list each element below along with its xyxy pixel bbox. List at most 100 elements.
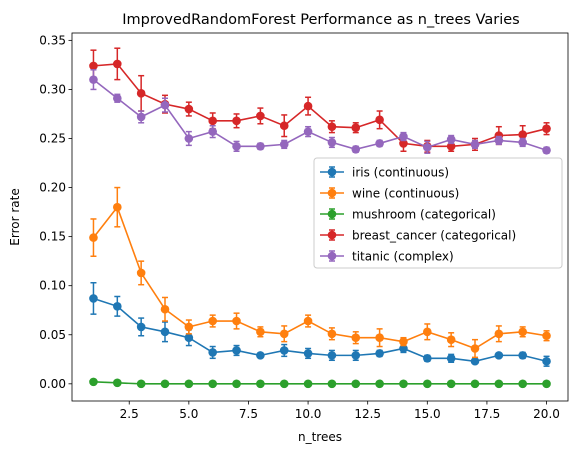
x-tick-label: 7.5 (239, 407, 258, 421)
data-point (351, 333, 361, 343)
data-point (327, 379, 337, 389)
data-point (160, 304, 170, 314)
data-point (136, 379, 146, 389)
legend: iris (continuous) wine (continuous) mushro… (313, 157, 563, 269)
data-point (542, 379, 551, 389)
data-point (327, 329, 337, 339)
legend-marker (327, 188, 337, 198)
data-point (232, 379, 241, 389)
data-point (375, 115, 384, 125)
data-point (136, 112, 146, 122)
data-point (470, 379, 480, 389)
x-tick-label: 15.0 (414, 407, 441, 421)
data-point (303, 349, 313, 358)
x-tick-label: 10.0 (295, 407, 322, 421)
data-point (113, 59, 122, 69)
legend-label: mushroom (categorical) (352, 208, 496, 222)
data-point (446, 142, 456, 151)
data-point (89, 377, 98, 387)
y-axis: 0.00 0.05 0.10 0.15 0.20 0.25 0.30 0.35 (39, 33, 72, 391)
data-point (399, 344, 408, 353)
data-point (89, 233, 98, 242)
legend-entry: iris (continuous) (320, 166, 449, 180)
data-point (89, 294, 98, 303)
x-axis-label: n_trees (298, 430, 342, 444)
data-point (279, 140, 289, 149)
data-point (256, 379, 265, 389)
data-point (136, 89, 146, 98)
data-point (279, 379, 289, 389)
data-point (303, 316, 313, 326)
data-point (470, 140, 480, 149)
data-point (327, 138, 337, 147)
data-point (184, 379, 194, 389)
data-point (232, 316, 241, 326)
data-point (160, 327, 170, 337)
y-tick-label: 0.30 (39, 82, 66, 96)
y-tick-label: 0.15 (39, 230, 66, 244)
data-point (446, 354, 456, 363)
data-point (279, 121, 289, 131)
data-point (446, 135, 456, 144)
legend-entry: mushroom (categorical) (320, 208, 496, 222)
data-point (446, 379, 456, 389)
x-tick-label: 12.5 (354, 407, 381, 421)
data-point (327, 122, 337, 132)
data-point (542, 145, 551, 155)
chart-title: ImprovedRandomForest Performance as n_tr… (122, 12, 519, 28)
data-point (303, 101, 313, 111)
series-1 (89, 186, 551, 359)
y-tick-label: 0.25 (39, 131, 66, 145)
data-point (351, 351, 361, 360)
data-point (423, 354, 432, 363)
series-line (92, 78, 547, 152)
data-point (232, 116, 241, 126)
legend-entry: breast_cancer (categorical) (320, 229, 516, 243)
data-point (351, 144, 361, 154)
x-axis: 2.5 5.0 7.5 10.0 12.5 15.0 17.5 20.0 (120, 401, 560, 421)
data-point (446, 335, 456, 344)
data-point (279, 329, 289, 339)
data-point (184, 333, 194, 343)
data-point (470, 356, 480, 366)
data-point (303, 127, 313, 136)
y-tick-label: 0.20 (39, 181, 66, 195)
data-point (256, 111, 265, 121)
series-0 (89, 281, 551, 367)
data-point (351, 123, 361, 132)
y-tick-label: 0.35 (39, 33, 66, 47)
legend-entry: titanic (complex) (320, 250, 454, 264)
legend-marker (327, 209, 337, 219)
data-point (208, 316, 217, 326)
x-tick-label: 5.0 (179, 407, 198, 421)
data-point (136, 322, 146, 332)
x-tick-label: 20.0 (533, 407, 560, 421)
data-point (375, 139, 384, 148)
data-point (423, 379, 432, 389)
data-point (518, 379, 527, 389)
data-point (494, 329, 504, 339)
data-point (256, 351, 265, 360)
data-point (113, 93, 122, 103)
data-point (208, 116, 217, 126)
data-point (399, 132, 408, 141)
x-tick-label: 2.5 (120, 407, 139, 421)
data-point (375, 349, 384, 358)
data-point (494, 379, 504, 389)
data-point (113, 378, 122, 388)
data-point (518, 351, 527, 360)
data-point (303, 379, 313, 389)
data-point (208, 379, 217, 389)
legend-label: titanic (complex) (352, 250, 454, 264)
data-point (89, 61, 98, 71)
y-axis-label: Error rate (8, 188, 22, 245)
data-point (399, 139, 408, 148)
data-point (184, 104, 194, 114)
y-tick-label: 0.10 (39, 279, 66, 293)
y-tick-label: 0.05 (39, 328, 66, 342)
data-point (160, 100, 170, 110)
data-point (136, 268, 146, 278)
plot-area-frame (71, 32, 569, 402)
data-point (184, 134, 194, 143)
series-layer (89, 47, 551, 389)
